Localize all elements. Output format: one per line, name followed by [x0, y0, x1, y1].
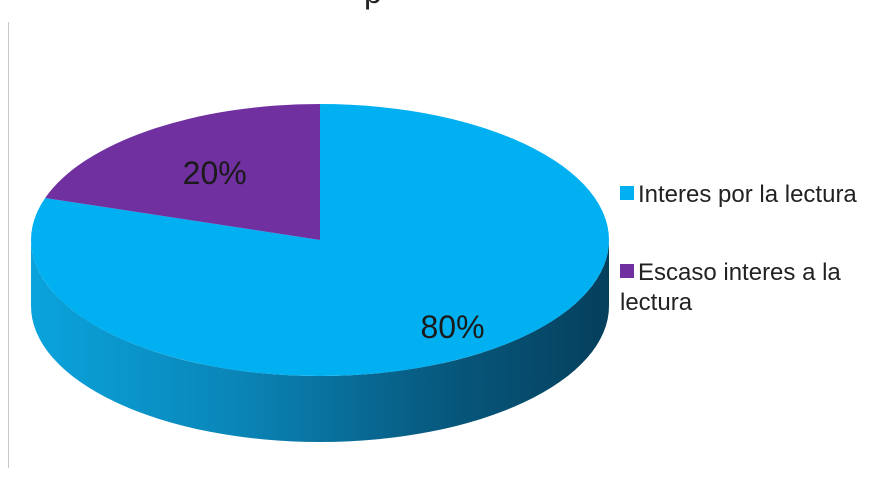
legend-swatch-escaso	[620, 264, 634, 278]
pie-top-group	[30, 104, 610, 376]
legend-item-escaso: Escaso interes a la lectura	[620, 258, 860, 318]
pie-slice-interes	[30, 104, 610, 376]
legend-item-interes: Interes por la lectura	[620, 180, 857, 210]
chart-frame-line	[8, 22, 9, 468]
legend-swatch-interes	[620, 186, 634, 200]
legend-label-interes: Interes por la lectura	[638, 181, 857, 208]
data-label-escaso: 20%	[183, 155, 247, 191]
legend-label-escaso: Escaso interes a la lectura	[620, 259, 841, 316]
pie-label-group: 80% 20%	[183, 155, 485, 345]
chart-title-fragment: p	[364, 0, 382, 11]
data-label-interes: 80%	[420, 309, 484, 345]
pie-slice-escaso	[45, 104, 321, 240]
pie-side-group	[31, 240, 609, 442]
pie-side-wall	[31, 240, 609, 442]
